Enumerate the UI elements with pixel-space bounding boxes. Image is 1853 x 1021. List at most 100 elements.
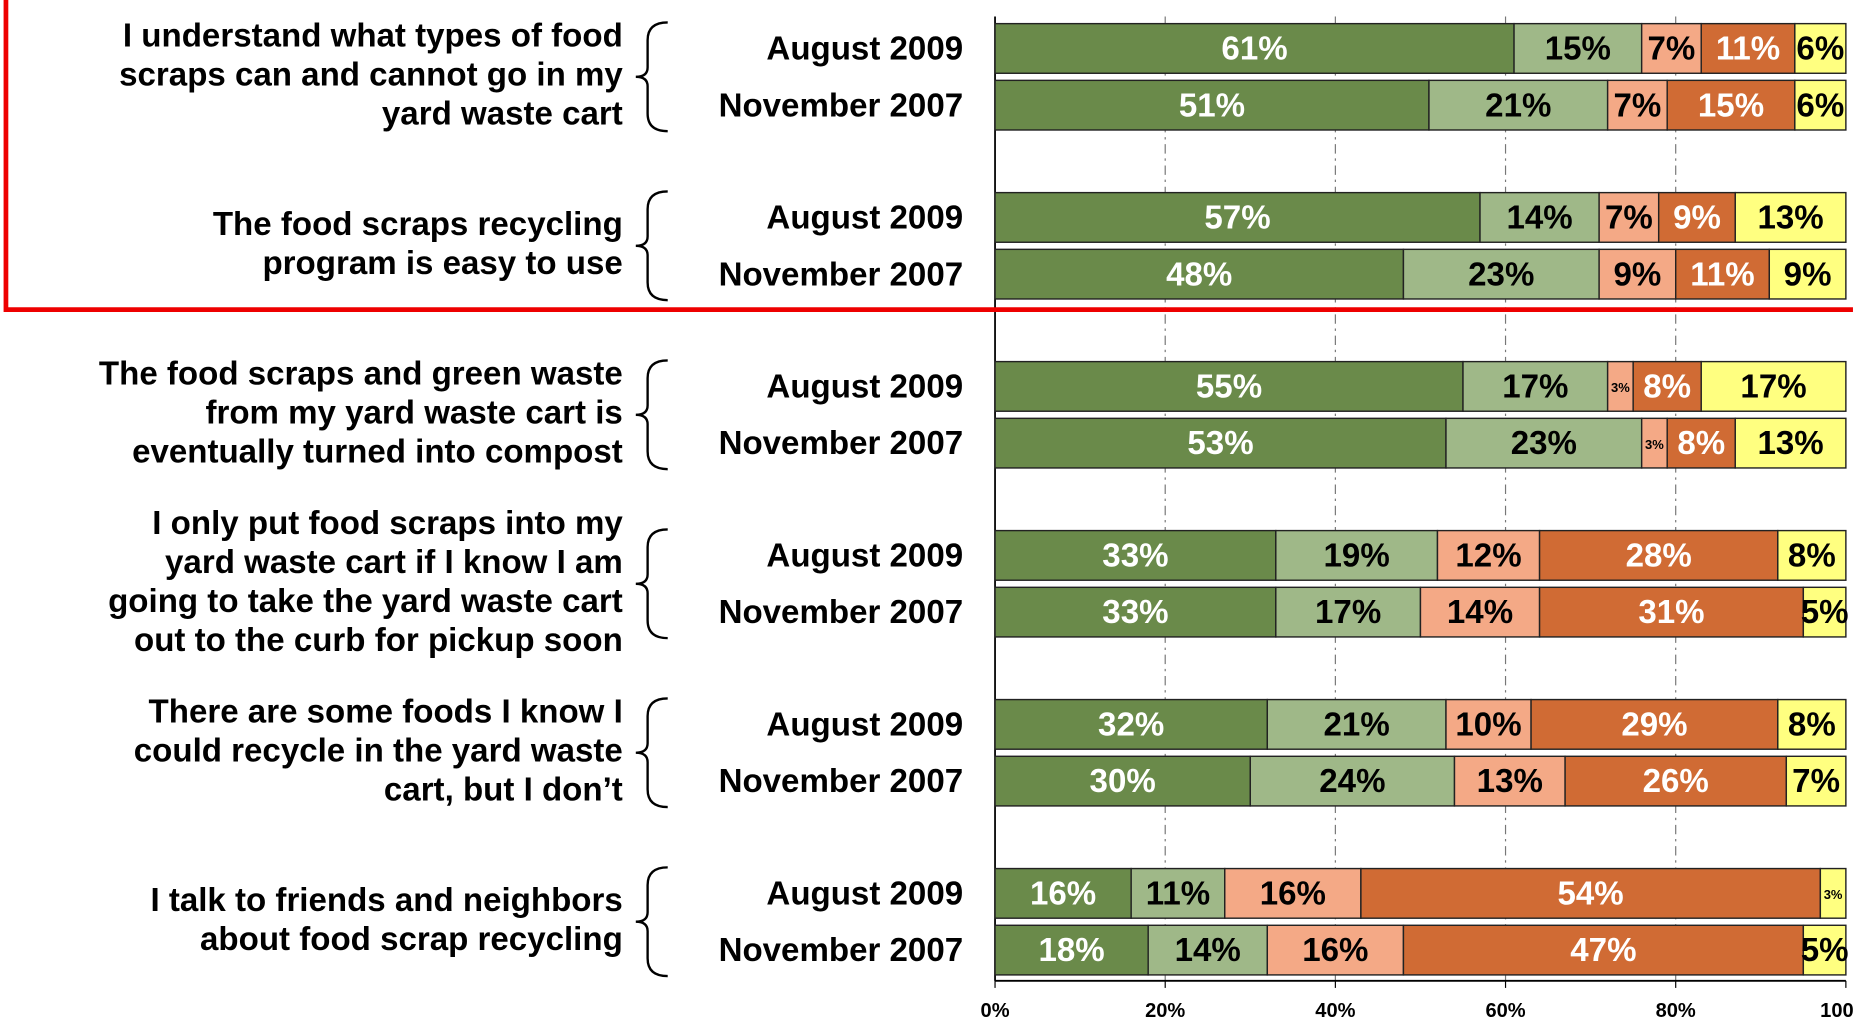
bar-segment [1538,586,1805,638]
bar-segment [1224,867,1362,919]
bar-segment [1419,586,1541,638]
row-label: November 2007 [719,425,964,462]
value-label: 14% [1175,932,1241,969]
row-label: November 2007 [719,932,964,969]
value-label: 9% [1614,256,1662,293]
value-label: 48% [1166,256,1232,293]
bar-segment [994,867,1132,919]
value-label: 5% [1801,932,1849,969]
row-label: November 2007 [719,256,964,293]
value-label: 16% [1030,875,1096,912]
bar-segment [1360,867,1822,919]
row-label: August 2009 [766,200,963,237]
row-label: November 2007 [719,763,964,800]
bar-segment [1802,586,1847,638]
value-label: 21% [1324,706,1390,743]
bar-segment [1666,79,1796,131]
group-label: cart, but I don’t [384,771,623,808]
value-label: 17% [1740,369,1806,406]
bar-segment [1734,191,1847,243]
bar-segment [1445,698,1532,750]
bar-segment [1819,867,1847,919]
row-label: August 2009 [766,31,963,68]
value-label: 6% [1796,87,1844,124]
bar-segment [1462,360,1609,412]
value-label: 19% [1324,538,1390,575]
value-label: 13% [1757,425,1823,462]
x-tick-label: 80% [1656,1000,1696,1021]
bar-segment [994,924,1149,976]
bar-segment [1130,867,1226,919]
value-label: 7% [1605,200,1653,237]
bar-segment [994,360,1464,412]
highlight-box [3,0,1853,312]
row-label: November 2007 [719,594,964,631]
x-tick-label: 100% [1820,1000,1853,1021]
group-label: There are some foods I know I [149,693,623,730]
bar-segment [1538,529,1779,581]
value-label: 23% [1511,425,1577,462]
bar-segment [1666,417,1736,469]
bar-segment [994,191,1481,243]
bar-segment [1275,586,1422,638]
value-label: 26% [1643,763,1709,800]
bar-segment [1606,79,1668,131]
bar-segment [1513,22,1643,74]
brace [635,190,668,302]
bar-segment [994,22,1515,74]
value-label: 9% [1784,256,1832,293]
brace [635,697,668,809]
value-label: 3% [1645,437,1664,452]
value-label: 55% [1196,369,1262,406]
value-label: 14% [1506,200,1572,237]
bar-segment [1598,248,1677,300]
bar-segment [1564,755,1788,807]
value-label: 13% [1757,200,1823,237]
bar-segment [994,79,1430,131]
bar-segment [1266,698,1447,750]
value-label: 28% [1626,538,1692,575]
brace [635,528,668,640]
value-label: 31% [1638,594,1704,631]
brace [635,21,668,133]
value-label: 13% [1477,763,1543,800]
value-label: 3% [1824,887,1843,902]
bar-segment [1777,698,1847,750]
row-label: August 2009 [766,706,963,743]
value-label: 8% [1788,706,1836,743]
bar-segment [1674,248,1771,300]
value-label: 30% [1090,763,1156,800]
row-label: August 2009 [766,875,963,912]
value-label: 11% [1716,31,1780,68]
bar-segment [1479,191,1600,243]
group-label: scraps can and cannot go in my [119,57,623,94]
group-label: I understand what types of food [123,18,623,55]
value-label: 51% [1179,87,1245,124]
bar-segment [1640,417,1668,469]
group-label: out to the curb for pickup soon [134,622,623,659]
bar-segment [1402,924,1805,976]
group-label: The food scraps recycling [213,206,623,243]
bar-segment [1734,417,1847,469]
bar-segment [1794,22,1847,74]
bar-segment [1530,698,1779,750]
value-label: 61% [1221,31,1287,68]
bar-segment [994,755,1251,807]
bar-segment [1266,924,1405,976]
x-tick-label: 40% [1315,1000,1355,1021]
value-label: 32% [1098,706,1164,743]
bar-segment [1768,248,1847,300]
value-label: 5% [1801,594,1849,631]
bar-segment [1632,360,1702,412]
bar-segment [1785,755,1847,807]
value-label: 7% [1648,31,1696,68]
group-label: about food scrap recycling [200,921,623,958]
x-tick-label: 0% [981,1000,1010,1021]
value-label: 3% [1611,380,1630,395]
value-label: 29% [1621,706,1687,743]
bar-segment [1802,924,1847,976]
value-label: 53% [1187,425,1253,462]
bar-segment [1147,924,1269,976]
